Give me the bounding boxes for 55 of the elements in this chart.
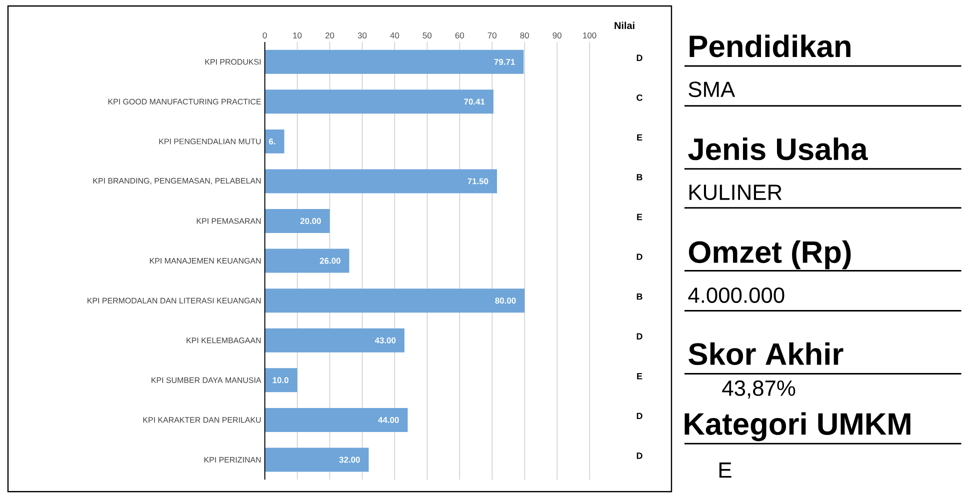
x-tick-label: 40 [390, 32, 400, 39]
x-tick-label: 20 [325, 32, 334, 39]
text: C [636, 94, 642, 102]
data-label: 80.00 [495, 298, 516, 304]
data-label: 32.00 [339, 456, 360, 463]
text: D [636, 413, 642, 420]
text: D [636, 254, 642, 260]
text: Nilai [614, 22, 634, 30]
text: D [636, 333, 642, 340]
x-tick-label: 30 [358, 32, 367, 39]
data-label: 70.41 [464, 98, 485, 105]
text: D [636, 452, 642, 460]
text: Pendidikan [690, 34, 850, 58]
x-tick-label: 50 [422, 32, 432, 39]
text: Kategori UMKM [684, 412, 910, 442]
text: Omzet (Rp) [688, 240, 851, 270]
x-tick-label: 60 [455, 32, 464, 39]
x-tick-label: 90 [552, 32, 562, 39]
text: E [719, 462, 732, 478]
x-tick-label: 10 [293, 32, 302, 39]
data-label: 43.00 [374, 338, 396, 344]
bar [264, 169, 497, 194]
bar [264, 368, 298, 392]
bar [264, 90, 494, 114]
text: KULINER [689, 184, 782, 200]
x-tick-label: 70 [488, 32, 496, 39]
bar [264, 50, 524, 74]
bar [264, 288, 525, 313]
text: E [637, 214, 642, 220]
x-tick-label: 0 [262, 32, 267, 39]
text: SMA [688, 82, 736, 98]
bar [264, 130, 284, 154]
bar [264, 448, 369, 472]
text: E [637, 134, 642, 141]
text: D [636, 54, 642, 62]
text: B [636, 294, 642, 300]
text: E [637, 373, 642, 380]
text: 4.000.000 [688, 288, 784, 304]
text: 43,87% [722, 380, 796, 399]
x-tick-label: 100 [583, 32, 596, 39]
text: Jenis Usaha [688, 138, 868, 160]
x-tick-label: 80 [520, 32, 529, 39]
data-label: 71.50 [468, 178, 488, 184]
data-label: 44.00 [378, 417, 399, 424]
bar [264, 209, 330, 234]
bar [264, 328, 404, 353]
text: Skor Akhir [688, 342, 844, 366]
bar [264, 408, 408, 432]
data-label: 79.71 [494, 59, 515, 66]
text: B [636, 174, 642, 180]
data-label: 6. [269, 138, 276, 145]
data-label: 20.00 [300, 218, 321, 224]
bar [264, 248, 350, 273]
data-label: 10.0 [272, 377, 288, 384]
data-label: 26.00 [320, 258, 340, 264]
